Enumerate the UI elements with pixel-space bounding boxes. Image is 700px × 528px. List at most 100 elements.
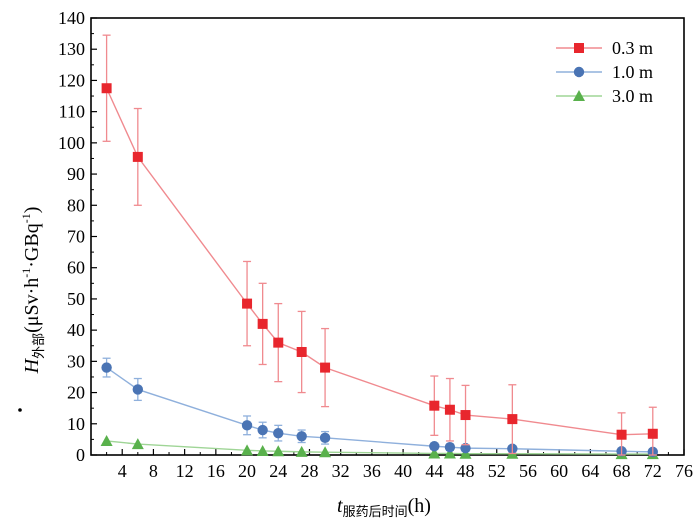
data-point: [444, 404, 455, 415]
legend-label: 3.0 m: [612, 86, 653, 106]
x-tick-label: 4: [118, 461, 127, 481]
data-point: [428, 447, 441, 459]
data-point: [241, 420, 253, 431]
x-tick-label: 28: [300, 461, 318, 481]
data-point: [242, 298, 253, 309]
series-1-0-m: [101, 357, 658, 458]
x-tick-label: 56: [519, 461, 537, 481]
data-point: [429, 400, 440, 411]
y-tick-label: 40: [67, 320, 85, 340]
data-point: [273, 337, 284, 348]
y-axis-title-end: ): [21, 207, 43, 214]
y-tick-label: 120: [58, 70, 85, 90]
series-line: [106, 367, 653, 453]
y-tick-label: 50: [67, 289, 85, 309]
y-axis-title: H外部(μSv·h-1·GBq-1): [18, 207, 46, 412]
y-axis-title-exp2: -1: [19, 213, 33, 223]
y-tick-label: 130: [58, 39, 85, 59]
x-axis-title-unit: (h): [408, 495, 431, 517]
data-point: [296, 431, 307, 442]
series-line: [106, 440, 653, 455]
data-point: [272, 445, 285, 457]
data-point: [257, 318, 268, 329]
y-tick-label: 20: [67, 383, 85, 403]
series-3-0-m: [100, 434, 659, 460]
y-tick-label: 140: [58, 8, 85, 28]
y-tick-label: 10: [67, 414, 85, 434]
data-point: [460, 442, 471, 454]
y-axis-title-sub: 外部: [31, 333, 46, 359]
y-tick-label: 80: [67, 195, 85, 215]
data-point: [647, 428, 658, 439]
data-point: [100, 434, 113, 446]
legend-marker: [574, 43, 584, 53]
data-point: [295, 445, 308, 457]
svg-text:H外部(μSv·h-1·GBq-1): H外部(μSv·h-1·GBq-1): [19, 207, 46, 375]
x-tick-label: 16: [207, 461, 225, 481]
data-point: [319, 432, 331, 444]
data-point: [444, 441, 456, 453]
y-axis-title-dot: [18, 408, 22, 412]
x-axis-title-main: t: [337, 495, 343, 517]
legend-item: 3.0 m: [556, 86, 653, 106]
x-tick-label: 60: [550, 461, 568, 481]
data-point: [101, 83, 112, 94]
data-point: [319, 446, 332, 458]
y-axis: 0 10 20 30 40 50 60 70 80 90 100 110 120 130 140: [58, 8, 97, 465]
x-tick-label: 64: [581, 461, 599, 481]
data-point: [241, 444, 254, 456]
legend-label: 1.0 m: [612, 62, 653, 82]
data-point: [132, 384, 144, 395]
y-tick-label: 100: [58, 133, 85, 153]
x-tick-label: 24: [269, 461, 287, 481]
data-point: [101, 362, 112, 373]
data-point: [296, 346, 307, 357]
x-axis: 4 8 12 16 20 24 28 32 36 40 44 48 52 56 60 64 68 72 76: [106, 449, 693, 481]
legend-marker: [573, 90, 585, 101]
y-tick-label: 70: [67, 227, 85, 247]
x-tick-label: 52: [488, 461, 506, 481]
y-axis-title-unit: (μSv·h: [21, 278, 43, 333]
x-tick-label: 32: [332, 461, 350, 481]
y-tick-label: 30: [67, 351, 85, 371]
legend: 0.3 m 1.0 m 3.0 m: [556, 38, 653, 106]
legend-item: 1.0 m: [556, 62, 653, 82]
y-axis-title-mid: ·GBq: [21, 223, 43, 267]
data-point: [273, 427, 284, 439]
x-tick-label: 44: [425, 461, 443, 481]
data-point: [132, 151, 143, 162]
series-line: [105, 87, 653, 436]
x-tick-label: 20: [238, 461, 256, 481]
x-axis-title-sub: 服药后时间: [343, 504, 408, 519]
x-tick-label: 72: [644, 461, 662, 481]
x-tick-label: 40: [394, 461, 412, 481]
legend-marker: [573, 66, 585, 78]
x-tick-label: 68: [613, 461, 631, 481]
y-tick-label: 90: [67, 164, 85, 184]
x-tick-label: 8: [149, 461, 158, 481]
series-layer: [100, 34, 659, 460]
data-point: [257, 424, 268, 436]
legend-label: 0.3 m: [612, 38, 653, 58]
y-axis-title-main: H: [21, 357, 43, 374]
x-tick-label: 36: [363, 461, 381, 481]
data-point: [429, 441, 440, 452]
data-point: [443, 447, 456, 459]
x-axis-title: t服药后时间(h): [337, 495, 431, 519]
data-point: [320, 362, 331, 373]
data-point: [131, 438, 144, 450]
data-point: [460, 410, 471, 421]
x-tick-label: 76: [675, 461, 693, 481]
y-axis-title-exp1: -1: [19, 268, 33, 278]
legend-item: 0.3 m: [556, 38, 653, 58]
data-point: [616, 429, 627, 440]
x-tick-label: 48: [457, 461, 475, 481]
y-tick-label: 0: [76, 445, 85, 465]
series-0-3-m: [101, 34, 658, 456]
data-point: [256, 444, 269, 456]
data-point: [507, 414, 518, 425]
x-tick-label: 12: [176, 461, 194, 481]
y-tick-label: 110: [59, 102, 85, 122]
y-tick-label: 60: [67, 258, 85, 278]
